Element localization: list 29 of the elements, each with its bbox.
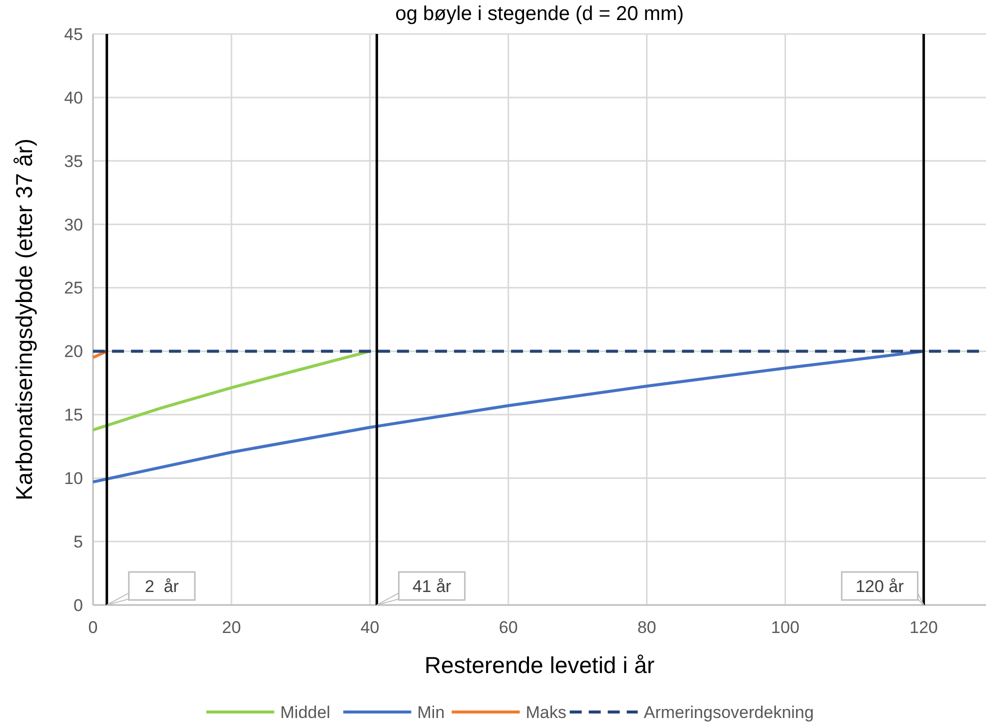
y-tick-label: 40 [64,88,83,108]
line-series [92,350,372,432]
y-axis-title: Karbonatiseringsdybde (etter 37 år) [11,138,37,500]
legend-label: Middel [280,702,330,722]
y-tick-label: 25 [64,278,83,298]
y-tick-label: 35 [64,152,83,171]
x-tick-label: 80 [637,618,656,637]
ref-line-label: 41 år [412,577,452,596]
chart-title: og bøyle i stegende (d = 20 mm) [395,3,684,25]
y-tick-label: 10 [64,469,83,488]
line-series [92,350,926,484]
x-tick-label: 40 [360,618,380,637]
ref-line-label: 2 år [144,577,180,596]
ref-line-label: 120 år [856,577,904,596]
x-tick-label: 20 [222,618,241,637]
y-tick-label: 30 [64,215,83,234]
x-tick-label: 120 [910,618,938,637]
legend-label: Maks [526,702,566,722]
y-tick-label: 15 [64,406,83,425]
x-tick-label: 60 [498,618,518,637]
x-tick-label: 0 [88,618,98,637]
legend-label: Armeringsoverdekning [644,702,814,722]
y-tick-label: 20 [64,342,83,362]
x-tick-label: 100 [771,618,800,637]
x-axis-title: Resterende levetid i år [424,652,655,678]
y-tick-label: 45 [64,24,83,44]
legend-label: Min [417,702,445,722]
y-tick-label: 0 [74,596,83,615]
y-tick-label: 5 [74,532,83,552]
